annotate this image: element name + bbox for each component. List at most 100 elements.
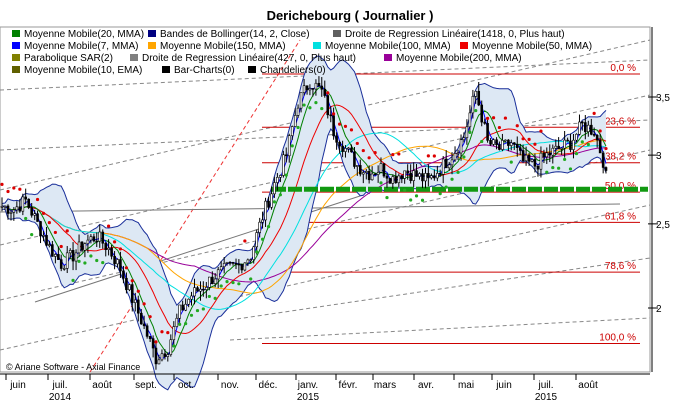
candle-body: [409, 172, 412, 181]
candle-body: [219, 266, 223, 271]
sar-dot: [184, 321, 188, 326]
fib-level-label: 38,2 %: [605, 152, 636, 163]
sar-dot: [598, 129, 602, 133]
candle-body: [166, 354, 170, 357]
sar-dot: [136, 289, 140, 293]
sar-dot: [568, 167, 573, 171]
sar-dot: [426, 154, 430, 158]
sar-dot: [130, 279, 134, 283]
sar-dot: [160, 330, 164, 334]
legend-swatch: [313, 42, 321, 49]
legend-swatch: [12, 66, 20, 73]
candle-body: [65, 252, 69, 269]
x-tick-label: janv.: [297, 380, 318, 391]
sar-dot: [266, 225, 271, 229]
candle-body: [178, 304, 181, 319]
candle-body: [335, 135, 338, 143]
sar-dot: [349, 128, 354, 132]
candle-body: [584, 122, 587, 132]
legend-entry: Moyenne Mobile(20, MMA): [24, 29, 144, 40]
candle-body: [128, 284, 131, 291]
parabolic-sar: [0, 91, 608, 348]
sar-dot: [432, 154, 436, 158]
legend-entry: Moyenne Mobile(50, MMA): [472, 41, 592, 52]
fib-level-label: 50,0 %: [605, 181, 636, 192]
candle-body: [495, 139, 498, 145]
y-tick-label: 2: [656, 304, 662, 315]
candle-body: [98, 231, 102, 242]
y-tick-label: 3,5: [656, 93, 670, 104]
candle-body: [566, 139, 569, 142]
sar-dot: [89, 254, 93, 258]
legend: Moyenne Mobile(20, MMA) Bandes de Bolling…: [12, 29, 592, 76]
candle-body: [530, 159, 534, 162]
sar-dot: [468, 130, 472, 134]
legend-swatch: [460, 42, 468, 49]
candle-body: [92, 236, 96, 242]
sar-dot: [391, 153, 395, 157]
candle-body: [95, 240, 99, 243]
sar-dot: [462, 155, 466, 159]
candle-body: [450, 159, 454, 166]
candle-body: [0, 206, 4, 208]
year-label: 2015: [535, 392, 558, 403]
candle-body: [9, 211, 13, 214]
candle-body: [273, 182, 276, 195]
sar-dot: [195, 308, 200, 313]
candle-body: [554, 145, 558, 149]
x-tick-label: mars: [374, 380, 396, 391]
sar-dot: [527, 137, 531, 141]
candle-body: [480, 104, 484, 123]
candle-body: [190, 295, 193, 300]
sar-dot: [509, 160, 513, 164]
candle-body: [57, 254, 60, 260]
sar-dot: [592, 111, 596, 115]
candle-body: [427, 173, 430, 179]
candle-body: [62, 268, 66, 270]
sar-dot: [503, 116, 508, 120]
candle-body: [444, 158, 448, 169]
candle-body: [436, 172, 439, 179]
sar-dot: [260, 237, 265, 241]
candle-body: [391, 176, 395, 184]
candle-body: [433, 175, 436, 179]
legend-swatch: [12, 30, 20, 37]
candle-body: [524, 154, 528, 162]
x-tick-label: avr.: [418, 380, 434, 391]
sar-dot: [580, 140, 584, 144]
sar-dot: [338, 122, 342, 126]
candle-body: [51, 244, 54, 257]
candle-body: [373, 173, 377, 176]
candle-body: [483, 121, 487, 124]
x-tick-label: août: [578, 380, 598, 391]
candle-body: [30, 207, 33, 216]
sar-dot: [563, 157, 567, 162]
candle-body: [314, 82, 318, 90]
legend-entry: Parabolique SAR(2): [24, 53, 113, 64]
candle-body: [367, 171, 371, 181]
candle-body: [569, 140, 572, 150]
candle-body: [394, 176, 398, 184]
candle-body: [418, 173, 421, 177]
sar-dot: [296, 125, 300, 130]
candle-body: [202, 288, 205, 291]
candle-body: [471, 96, 475, 114]
candle-body: [527, 154, 531, 162]
sar-dot: [142, 302, 146, 306]
candle-body: [36, 213, 39, 222]
sar-dot: [172, 344, 176, 348]
legend-entry: Bandes de Bollinger(14, 2, Close): [160, 29, 310, 40]
candle-body: [447, 164, 451, 169]
sar-dot: [290, 144, 294, 148]
candle-body: [21, 196, 25, 212]
candle-body: [468, 112, 472, 128]
candle-body: [370, 173, 374, 181]
candle-body: [344, 148, 347, 152]
sar-dot: [497, 125, 502, 130]
candle-body: [323, 88, 327, 96]
candle-body: [89, 236, 93, 241]
candle-body: [172, 326, 176, 341]
candle-body: [276, 177, 279, 183]
x-tick-label: déc.: [259, 380, 278, 391]
legend-entry: Moyenne Mobile(10, EMA): [24, 65, 142, 76]
